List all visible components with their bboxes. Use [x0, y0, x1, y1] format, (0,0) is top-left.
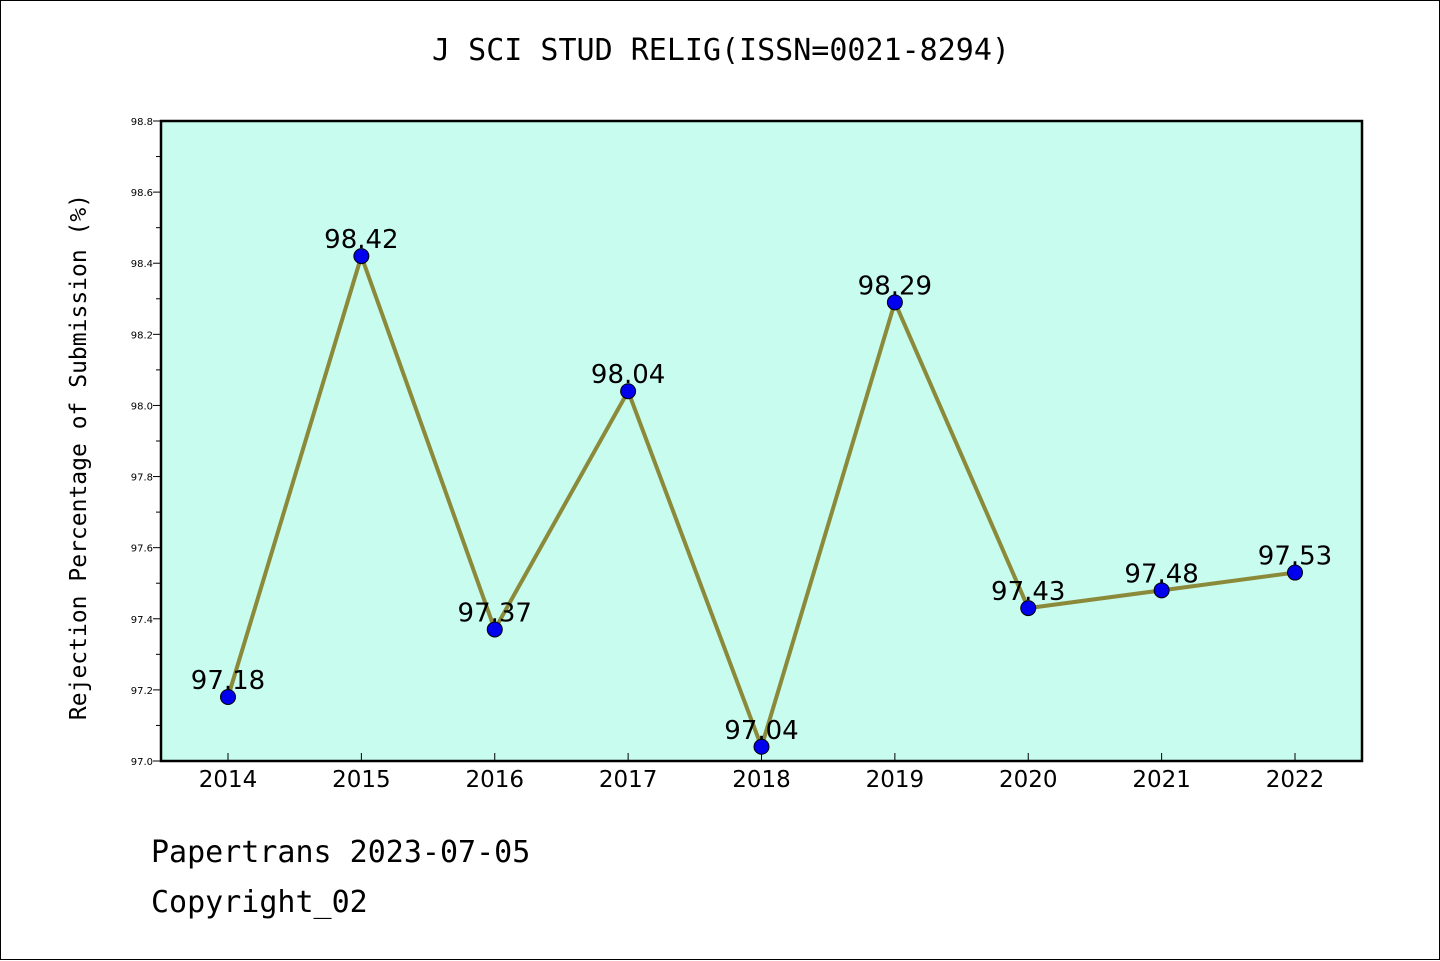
y-tick-label: 97.8 — [131, 473, 153, 484]
data-point — [1020, 600, 1037, 617]
data-point — [1153, 582, 1170, 599]
y-tick-label: 97.0 — [131, 757, 153, 768]
data-point — [220, 689, 236, 705]
y-axis-ticks: 97.0 97.2 97.4 97.6 97.8 98.0 98.2 98.4 98.6 98.8 — [131, 117, 161, 768]
footer-credit: Papertrans 2023-07-05 — [151, 835, 531, 870]
data-point — [886, 294, 903, 311]
data-point — [753, 738, 770, 755]
x-axis-ticks: 2014 2015 2016 2017 2018 2019 2020 2021 2022 — [199, 753, 1325, 793]
data-markers — [220, 248, 1303, 755]
x-tick-label: 2014 — [199, 767, 258, 793]
y-tick-label: 97.2 — [131, 686, 153, 697]
data-point-label: 97.53 — [1258, 542, 1332, 572]
data-point-label: 98.42 — [324, 225, 398, 255]
y-tick-label: 98.8 — [131, 117, 153, 128]
footer-copyright: Copyright_02 — [151, 885, 368, 920]
data-point — [620, 383, 637, 400]
data-point-label: 97.04 — [724, 716, 798, 746]
plot-border — [159, 119, 1364, 763]
x-tick-label: 2020 — [999, 767, 1058, 793]
y-tick-label: 98.2 — [131, 330, 153, 341]
x-tick-label: 2017 — [599, 767, 658, 793]
y-tick-label: 97.4 — [131, 615, 153, 626]
x-tick-label: 2015 — [332, 767, 391, 793]
data-point — [353, 248, 370, 265]
y-tick-label: 98.4 — [131, 259, 153, 270]
data-point — [1287, 564, 1303, 581]
x-tick-label: 2022 — [1266, 767, 1325, 793]
data-point-label: 97.43 — [991, 577, 1065, 607]
chart-title: J SCI STUD RELIG(ISSN=0021-8294) — [432, 33, 1010, 68]
data-point — [486, 621, 503, 638]
data-point-label: 98.04 — [591, 360, 665, 390]
data-point-label: 98.29 — [858, 271, 932, 301]
data-point-label: 97.48 — [1124, 559, 1198, 589]
y-tick-label: 98.0 — [131, 401, 153, 412]
x-tick-label: 2019 — [866, 767, 925, 793]
data-point-label: 97.37 — [458, 598, 532, 628]
y-tick-label: 97.6 — [131, 544, 153, 555]
y-tick-label: 98.6 — [131, 188, 153, 199]
x-tick-label: 2018 — [732, 767, 791, 793]
x-tick-label: 2016 — [465, 767, 524, 793]
data-labels: 97.18 98.42 97.37 98.04 97.04 98.29 97.43 97.48… — [191, 225, 1332, 746]
x-tick-label: 2021 — [1132, 767, 1191, 793]
plot-area — [161, 121, 1362, 761]
data-point-label: 97.18 — [191, 666, 265, 696]
